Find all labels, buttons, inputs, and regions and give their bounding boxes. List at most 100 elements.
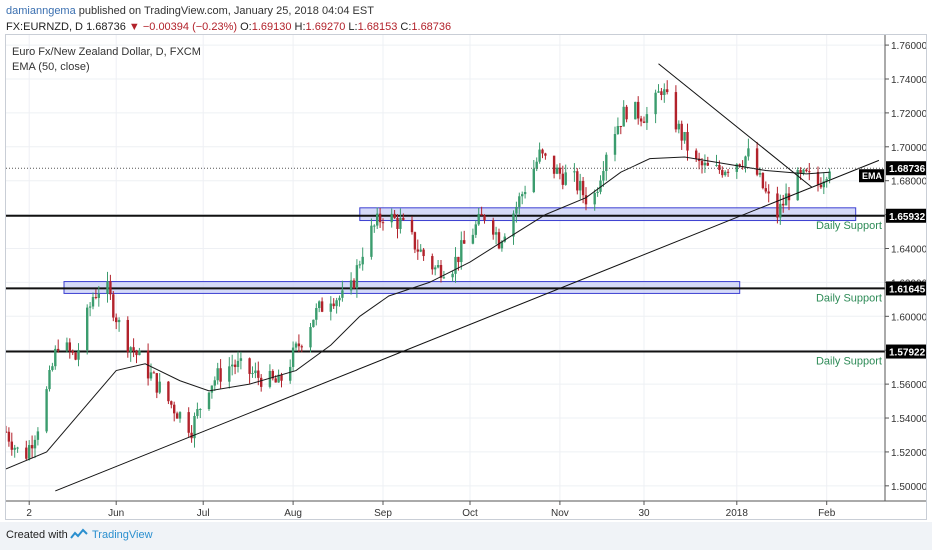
time-tick-label: Nov (551, 508, 569, 519)
candle (706, 156, 709, 167)
tradingview-brand-link[interactable]: TradingView (92, 529, 153, 541)
candle-body (318, 301, 321, 309)
candle (579, 173, 582, 200)
candle (518, 192, 521, 215)
candle-body (561, 173, 564, 185)
candle-body (799, 170, 802, 174)
candle-body (573, 171, 576, 173)
candle (538, 142, 541, 164)
candle (515, 201, 518, 223)
candle (231, 354, 234, 376)
candle (146, 343, 150, 386)
price-tick-label: 1.54000 (891, 414, 926, 425)
candle-body (474, 224, 477, 235)
candle-body (216, 368, 219, 381)
candle-body (637, 101, 640, 119)
candle (358, 260, 361, 269)
candle-body (187, 412, 190, 433)
candle (796, 167, 799, 201)
time-tick-label: Jun (108, 508, 124, 519)
candle (561, 165, 564, 190)
candle-body (410, 219, 414, 233)
candle-body (666, 89, 669, 93)
candle (25, 440, 28, 461)
price-tick-label: 1.52000 (891, 448, 926, 459)
candle (776, 186, 779, 224)
candle (396, 214, 399, 239)
candle-body (315, 308, 318, 320)
trendline (658, 63, 813, 188)
candle (129, 346, 132, 362)
time-axis[interactable]: 2 Jun Jul Aug Sep Oct Nov 30 2018 Feb (26, 501, 836, 519)
candle-body (228, 366, 231, 382)
candle (767, 184, 770, 203)
candle-body (94, 296, 98, 298)
candle (320, 297, 324, 313)
candle-body (338, 297, 341, 301)
candle-body (254, 370, 257, 374)
candle (97, 286, 100, 307)
price-label-box (886, 208, 926, 223)
low-label: L: (348, 21, 358, 33)
price-chart[interactable]: 1.760001.740001.720001.700001.680001.660… (6, 35, 926, 519)
candle-body (816, 171, 820, 185)
candle (564, 164, 567, 186)
legend-indicator[interactable]: EMA (50, close) (12, 61, 90, 73)
chart-panel[interactable]: 1.760001.740001.720001.700001.680001.660… (5, 34, 927, 520)
candle-body (724, 171, 727, 176)
candle-body (190, 432, 193, 439)
price-tick-label: 1.60000 (891, 312, 926, 323)
candle-body (196, 409, 199, 416)
candle (361, 247, 364, 271)
candle (13, 444, 16, 458)
candle (677, 120, 680, 134)
price-axis[interactable]: 1.760001.740001.720001.700001.680001.660… (885, 41, 926, 493)
candle-body (721, 170, 724, 176)
price-tick-label: 1.76000 (891, 41, 926, 52)
candle (318, 300, 321, 313)
candle-body (54, 348, 57, 367)
candle (761, 172, 765, 190)
candle (584, 187, 588, 211)
candle-body (805, 169, 808, 172)
price-label-box (886, 281, 926, 296)
candle (376, 207, 379, 229)
candle-body (74, 352, 77, 360)
candle (436, 260, 440, 269)
candle (726, 169, 730, 177)
candle (503, 233, 506, 243)
candle-body (564, 172, 567, 185)
ema-tag-text: EMA (862, 171, 883, 181)
candle (573, 163, 576, 182)
candle-body (158, 381, 161, 393)
candle (106, 271, 109, 303)
candle (576, 168, 579, 195)
candle-body (260, 377, 263, 387)
candle-body (639, 118, 643, 122)
author-link[interactable]: damianngema (6, 5, 76, 17)
candle (109, 274, 112, 300)
candle (300, 344, 303, 353)
candle (784, 183, 788, 206)
price-label-box (886, 344, 926, 359)
candle (239, 351, 243, 370)
candle (36, 427, 40, 446)
ema-line (6, 156, 830, 470)
trendlines (55, 63, 880, 492)
candle (613, 126, 617, 162)
candle-body (297, 343, 301, 347)
candle-body (451, 273, 454, 278)
candle-body (175, 413, 179, 419)
candle (747, 138, 750, 161)
candle (74, 351, 77, 361)
candle-body (494, 232, 498, 235)
candle (645, 106, 649, 130)
candle-body (71, 350, 74, 353)
candle (173, 401, 176, 422)
candle (808, 162, 811, 181)
candle (805, 168, 808, 173)
candle-body (700, 161, 704, 166)
candle (51, 362, 54, 372)
candle (193, 412, 196, 448)
candle (190, 425, 193, 443)
